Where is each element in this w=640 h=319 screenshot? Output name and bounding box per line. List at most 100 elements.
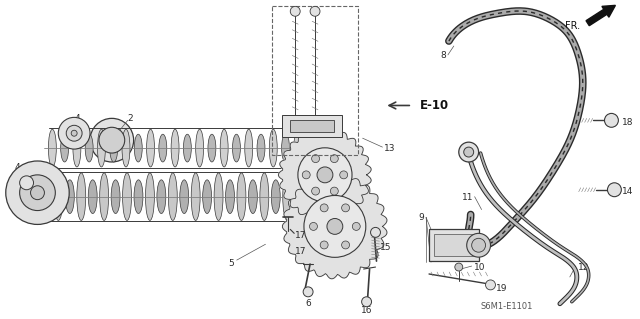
Ellipse shape	[225, 180, 234, 213]
Ellipse shape	[111, 180, 120, 213]
Circle shape	[291, 6, 300, 16]
Ellipse shape	[147, 129, 154, 167]
Circle shape	[342, 241, 349, 249]
Ellipse shape	[203, 180, 212, 213]
Ellipse shape	[306, 173, 314, 220]
Text: 11: 11	[462, 193, 474, 202]
Circle shape	[310, 222, 317, 230]
Text: 9: 9	[419, 213, 424, 222]
Ellipse shape	[269, 129, 277, 167]
Ellipse shape	[184, 134, 191, 162]
Text: 18: 18	[622, 118, 634, 127]
Ellipse shape	[260, 173, 269, 220]
Ellipse shape	[97, 129, 106, 167]
Circle shape	[330, 155, 339, 163]
Ellipse shape	[191, 173, 200, 220]
Ellipse shape	[168, 173, 177, 220]
Bar	[282, 115, 342, 137]
Ellipse shape	[232, 134, 241, 162]
Circle shape	[304, 196, 366, 257]
Circle shape	[303, 287, 313, 297]
Circle shape	[6, 161, 69, 225]
Ellipse shape	[134, 134, 142, 162]
Ellipse shape	[88, 180, 97, 213]
Circle shape	[58, 117, 90, 149]
Text: 17: 17	[295, 247, 307, 256]
Ellipse shape	[237, 173, 246, 220]
Circle shape	[459, 142, 479, 162]
Text: 19: 19	[495, 284, 507, 293]
Circle shape	[330, 187, 339, 195]
Text: FR.: FR.	[564, 21, 580, 31]
Ellipse shape	[257, 134, 265, 162]
Polygon shape	[278, 129, 371, 221]
Circle shape	[605, 114, 618, 127]
Ellipse shape	[54, 173, 63, 220]
Text: 6: 6	[305, 299, 311, 308]
Bar	[273, 6, 358, 155]
Circle shape	[66, 125, 82, 141]
Circle shape	[298, 148, 352, 202]
Ellipse shape	[294, 129, 302, 167]
Circle shape	[22, 179, 31, 187]
Circle shape	[472, 238, 486, 252]
Ellipse shape	[294, 180, 303, 213]
Ellipse shape	[100, 173, 109, 220]
Text: 8: 8	[440, 51, 446, 60]
Bar	[434, 234, 474, 256]
Ellipse shape	[159, 134, 167, 162]
Circle shape	[71, 130, 77, 136]
Ellipse shape	[208, 134, 216, 162]
Ellipse shape	[77, 173, 86, 220]
Bar	[429, 229, 479, 261]
Ellipse shape	[180, 180, 189, 213]
Ellipse shape	[42, 180, 51, 213]
Circle shape	[99, 127, 125, 153]
Circle shape	[455, 263, 463, 271]
Ellipse shape	[214, 173, 223, 220]
Ellipse shape	[145, 173, 154, 220]
Ellipse shape	[283, 173, 292, 220]
Circle shape	[486, 280, 495, 290]
Ellipse shape	[109, 134, 118, 162]
Circle shape	[312, 187, 319, 195]
Ellipse shape	[85, 134, 93, 162]
Text: 4: 4	[74, 114, 80, 123]
Ellipse shape	[282, 134, 289, 162]
Ellipse shape	[73, 129, 81, 167]
Text: 2: 2	[127, 114, 132, 123]
Circle shape	[310, 6, 320, 16]
Text: E-10: E-10	[419, 99, 449, 112]
FancyArrow shape	[586, 5, 616, 26]
Circle shape	[464, 147, 474, 157]
Circle shape	[342, 204, 349, 212]
Text: 12: 12	[578, 263, 589, 271]
Polygon shape	[282, 174, 387, 279]
Text: 13: 13	[385, 144, 396, 152]
Circle shape	[302, 171, 310, 179]
Bar	[291, 120, 334, 132]
Circle shape	[467, 234, 490, 257]
Text: 3: 3	[15, 205, 20, 214]
Ellipse shape	[196, 129, 204, 167]
Circle shape	[20, 175, 55, 211]
Ellipse shape	[220, 129, 228, 167]
Circle shape	[607, 183, 621, 197]
Circle shape	[362, 297, 372, 307]
Text: 5: 5	[228, 259, 234, 268]
Text: 4: 4	[15, 163, 20, 173]
Ellipse shape	[271, 180, 280, 213]
Text: 7: 7	[340, 158, 346, 167]
Circle shape	[340, 171, 348, 179]
Circle shape	[327, 219, 343, 234]
Ellipse shape	[123, 173, 131, 220]
Circle shape	[20, 176, 33, 190]
Ellipse shape	[49, 129, 56, 167]
Ellipse shape	[171, 129, 179, 167]
Text: 17: 17	[295, 231, 307, 240]
Ellipse shape	[157, 180, 166, 213]
Circle shape	[320, 241, 328, 249]
Circle shape	[317, 167, 333, 183]
Ellipse shape	[248, 180, 257, 213]
Ellipse shape	[122, 129, 130, 167]
